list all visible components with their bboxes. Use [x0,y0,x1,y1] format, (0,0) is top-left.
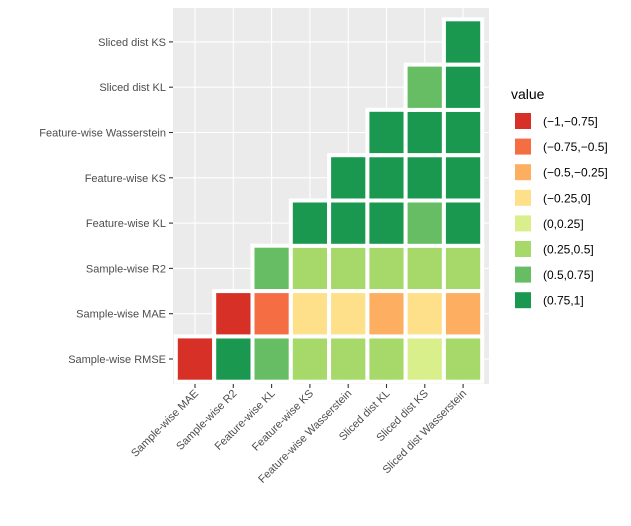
cell-feature-wise-kl-feature-wise-ks [288,198,332,248]
cell-feature-wise-ks-sliced-dist-kl [365,153,408,203]
cell-sample-wise-rmse-feature-wise-wasserstein [327,334,370,384]
cell-sample-wise-mae-sliced-dist-ks [403,289,446,339]
cell-sample-wise-rmse-sample-wise-mae [173,334,217,384]
cell-feature-wise-ks-sliced-dist-wasserstein [441,153,485,203]
cell-sliced-dist-kl-sliced-dist-wasserstein [441,62,485,112]
legend-swatch [515,189,531,206]
legend-label: (0,0.25] [543,217,584,231]
y-tick-label: Sample-wise R2 [86,263,166,275]
legend-label: (0.75,1] [543,294,584,308]
y-tick-label: Sliced dist KS [98,37,166,49]
cell-sample-wise-r2-sliced-dist-ks [403,243,446,293]
x-tick-label: Sample-wise MAE [129,388,201,460]
cell-feature-wise-wasserstein-sliced-dist-wasserstein [441,107,485,158]
y-tick-label: Sliced dist KL [99,82,166,94]
cell-sample-wise-mae-sliced-dist-wasserstein [441,289,485,339]
cell-feature-wise-kl-sliced-dist-ks [403,198,446,248]
legend-swatch [515,241,531,257]
cell-feature-wise-wasserstein-sliced-dist-kl [365,107,408,158]
cell-sample-wise-rmse-sliced-dist-kl [365,334,408,384]
cell-sample-wise-r2-sliced-dist-kl [365,243,408,293]
legend-swatch [515,164,531,181]
cell-feature-wise-ks-sliced-dist-ks [403,153,446,203]
y-axis: Sample-wise RMSE Sample-wise MAE Sample-wi… [39,37,173,366]
y-tick-label: Feature-wise Wasserstein [39,128,166,140]
heatmap-cells [173,17,485,384]
cell-sample-wise-rmse-sliced-dist-wasserstein [441,334,485,384]
y-tick-label: Sample-wise RMSE [68,354,166,366]
y-tick-label: Feature-wise KL [86,218,166,230]
cell-sliced-dist-ks-sliced-dist-wasserstein [441,17,485,67]
cell-sample-wise-rmse-feature-wise-kl [250,334,293,384]
legend-swatch [515,215,531,232]
legend-label: (−0.75,−0.5] [543,140,608,154]
cell-sample-wise-r2-feature-wise-ks [288,243,332,293]
cell-sample-wise-mae-feature-wise-ks [288,289,332,339]
legend-label: (−0.25,0] [543,191,591,205]
y-tick-label: Feature-wise KS [85,173,166,185]
legend-title: value [511,86,545,102]
y-tick-label: Sample-wise MAE [76,309,166,321]
cell-sample-wise-mae-feature-wise-wasserstein [327,289,370,339]
cell-sample-wise-mae-feature-wise-kl [250,289,293,339]
legend-label: (−0.5,−0.25] [543,166,608,180]
legend-swatch [515,292,531,309]
cell-feature-wise-ks-feature-wise-wasserstein [327,153,370,203]
legend-label: (0.25,0.5] [543,243,594,257]
legend-swatch [515,113,531,129]
cell-sample-wise-mae-sample-wise-r2 [212,289,255,339]
cell-sample-wise-r2-sliced-dist-wasserstein [441,243,485,293]
cell-feature-wise-kl-sliced-dist-wasserstein [441,198,485,248]
cell-sliced-dist-kl-sliced-dist-ks [403,62,446,112]
legend-label: (−1,−0.75] [543,115,598,129]
cell-sample-wise-r2-feature-wise-wasserstein [327,243,370,293]
legend: value (−1,−0.75] (−0.75,−0.5] (−0.5,−0.25]… [511,86,608,312]
legend-label: (0.5,0.75] [543,268,594,282]
cell-feature-wise-wasserstein-sliced-dist-ks [403,107,446,158]
cell-sample-wise-mae-sliced-dist-kl [365,289,408,339]
cell-sample-wise-rmse-sliced-dist-ks [403,334,446,384]
cell-sample-wise-r2-feature-wise-kl [250,243,293,293]
legend-swatch [515,266,531,283]
cell-sample-wise-rmse-feature-wise-ks [288,334,332,384]
cell-feature-wise-kl-feature-wise-wasserstein [327,198,370,248]
cell-sample-wise-rmse-sample-wise-r2 [212,334,255,384]
cell-feature-wise-kl-sliced-dist-kl [365,198,408,248]
legend-swatch [515,138,531,155]
